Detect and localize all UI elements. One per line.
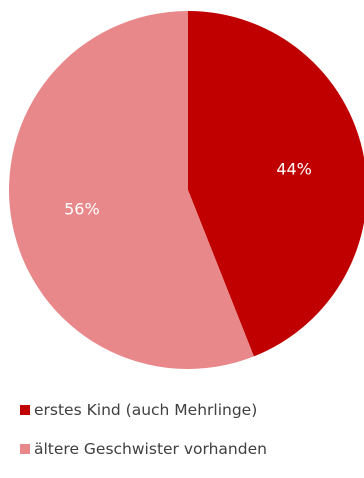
- pie-chart: 44% 56%: [8, 10, 364, 369]
- data-label-aeltere-geschwister: 56%: [64, 200, 100, 219]
- legend-label-erstes-kind: erstes Kind (auch Mehrlinge): [34, 401, 258, 419]
- legend-label-aeltere-geschwister: ältere Geschwister vorhanden: [34, 440, 267, 458]
- legend-item-aeltere-geschwister: ältere Geschwister vorhanden: [20, 439, 267, 459]
- legend-swatch-erstes-kind: [20, 405, 30, 415]
- legend-item-erstes-kind: erstes Kind (auch Mehrlinge): [20, 400, 267, 420]
- data-label-erstes-kind: 44%: [276, 159, 312, 178]
- legend: erstes Kind (auch Mehrlinge) ältere Gesc…: [20, 400, 267, 478]
- pie-slice-aeltere-geschwister: [8, 10, 254, 369]
- pie-slice-erstes-kind: [188, 11, 364, 357]
- legend-swatch-aeltere-geschwister: [20, 444, 30, 454]
